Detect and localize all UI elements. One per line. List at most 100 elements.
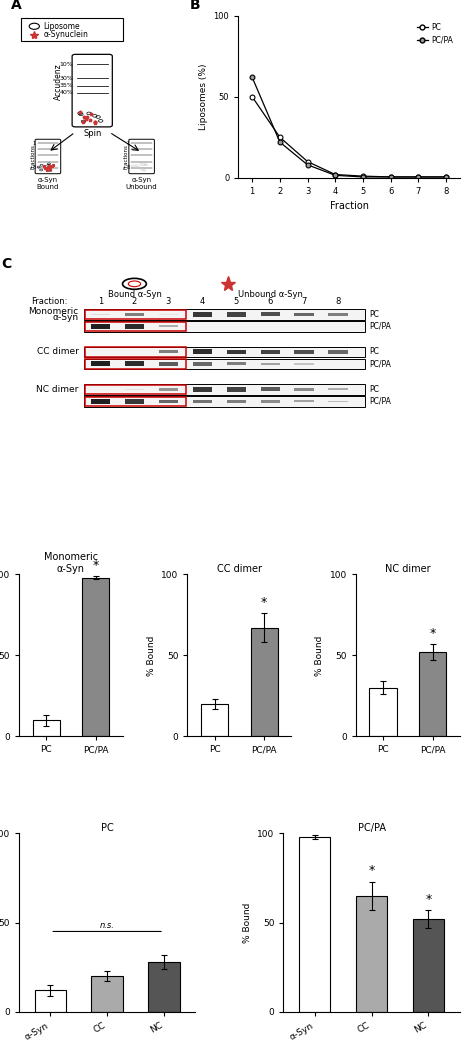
- Bar: [85, 347, 186, 357]
- Bar: [328, 350, 348, 354]
- Bar: [159, 325, 178, 328]
- FancyBboxPatch shape: [21, 18, 123, 41]
- Text: Accudenz: Accudenz: [54, 64, 63, 100]
- Bar: [91, 398, 110, 404]
- Bar: [227, 312, 246, 317]
- Bar: [85, 321, 186, 331]
- Text: 40%: 40%: [59, 90, 73, 95]
- Bar: [227, 399, 246, 403]
- Bar: [328, 401, 348, 403]
- Text: PC/PA: PC/PA: [369, 360, 391, 368]
- Text: α-Synuclein: α-Synuclein: [44, 30, 89, 40]
- Bar: [192, 312, 212, 317]
- Bar: [125, 362, 144, 366]
- Bar: [84, 321, 365, 332]
- Text: Fractions: Fractions: [30, 144, 35, 169]
- Title: PC/PA: PC/PA: [357, 823, 386, 832]
- Text: α-Syn: α-Syn: [53, 313, 79, 321]
- Bar: [82, 578, 109, 736]
- Text: Unbound α-Syn: Unbound α-Syn: [238, 290, 303, 299]
- Bar: [192, 349, 212, 355]
- FancyBboxPatch shape: [35, 140, 61, 174]
- Text: PC: PC: [369, 347, 379, 357]
- Bar: [261, 401, 280, 403]
- Text: n.s.: n.s.: [100, 921, 115, 929]
- Bar: [294, 363, 314, 365]
- Bar: [294, 349, 314, 354]
- Bar: [192, 387, 212, 392]
- Text: 8: 8: [33, 165, 36, 170]
- Bar: [227, 387, 246, 391]
- Text: PC/PA: PC/PA: [369, 322, 391, 331]
- Bar: [294, 313, 314, 316]
- Bar: [201, 704, 228, 736]
- Text: 1: 1: [98, 296, 103, 306]
- Bar: [85, 396, 186, 406]
- FancyBboxPatch shape: [72, 54, 112, 127]
- Text: *: *: [425, 893, 432, 905]
- Text: C: C: [1, 257, 11, 271]
- Bar: [227, 362, 246, 365]
- Bar: [261, 388, 280, 391]
- Bar: [125, 313, 144, 316]
- Text: Bound α-Syn: Bound α-Syn: [108, 290, 161, 299]
- Text: 5: 5: [234, 296, 239, 306]
- Bar: [328, 388, 348, 390]
- Bar: [159, 350, 178, 354]
- Y-axis label: % Bound: % Bound: [243, 902, 252, 943]
- Bar: [91, 976, 123, 1012]
- Bar: [328, 313, 348, 316]
- Y-axis label: % Bound: % Bound: [146, 635, 155, 676]
- Text: 10%: 10%: [59, 62, 73, 67]
- Text: 2: 2: [132, 296, 137, 306]
- Text: 1: 1: [127, 141, 130, 146]
- Bar: [261, 363, 280, 365]
- Bar: [125, 324, 144, 329]
- Bar: [91, 323, 110, 329]
- Bar: [159, 362, 178, 366]
- Bar: [159, 388, 178, 391]
- Text: NC dimer: NC dimer: [36, 385, 79, 394]
- Text: α-Syn
Unbound: α-Syn Unbound: [126, 176, 157, 190]
- Text: PC: PC: [369, 310, 379, 319]
- Bar: [369, 687, 397, 736]
- Text: *: *: [261, 597, 267, 609]
- Bar: [419, 652, 446, 736]
- Bar: [84, 309, 365, 320]
- Title: PC: PC: [101, 823, 113, 832]
- Text: Monomeric: Monomeric: [28, 307, 79, 316]
- Bar: [84, 384, 365, 394]
- X-axis label: Fraction: Fraction: [329, 201, 369, 212]
- Text: Fraction:: Fraction:: [31, 296, 67, 306]
- Text: *: *: [368, 864, 375, 877]
- Bar: [91, 361, 110, 366]
- Bar: [84, 346, 365, 357]
- Text: α-Syn
Bound: α-Syn Bound: [36, 176, 59, 190]
- Text: Fractions: Fractions: [124, 144, 129, 169]
- FancyBboxPatch shape: [129, 140, 155, 174]
- Bar: [192, 362, 212, 366]
- Bar: [192, 399, 212, 403]
- Text: 7: 7: [301, 296, 307, 306]
- Bar: [294, 388, 314, 391]
- Text: 8: 8: [336, 296, 341, 306]
- Bar: [33, 721, 60, 736]
- Bar: [413, 919, 444, 1012]
- Title: CC dimer: CC dimer: [217, 563, 262, 574]
- Legend: PC, PC/PA: PC, PC/PA: [413, 20, 456, 47]
- Text: PC: PC: [369, 385, 379, 394]
- Bar: [251, 628, 278, 736]
- Y-axis label: Liposomes (%): Liposomes (%): [199, 64, 208, 130]
- Text: *: *: [92, 559, 99, 572]
- Text: B: B: [190, 0, 200, 13]
- Text: CC dimer: CC dimer: [37, 347, 79, 357]
- Bar: [125, 399, 144, 404]
- Text: 30%: 30%: [59, 76, 73, 81]
- Text: 8: 8: [127, 165, 130, 170]
- Bar: [294, 401, 314, 403]
- Bar: [85, 359, 186, 368]
- Bar: [227, 349, 246, 355]
- Text: 1: 1: [33, 141, 36, 146]
- Bar: [261, 313, 280, 316]
- Text: Liposome: Liposome: [44, 22, 80, 31]
